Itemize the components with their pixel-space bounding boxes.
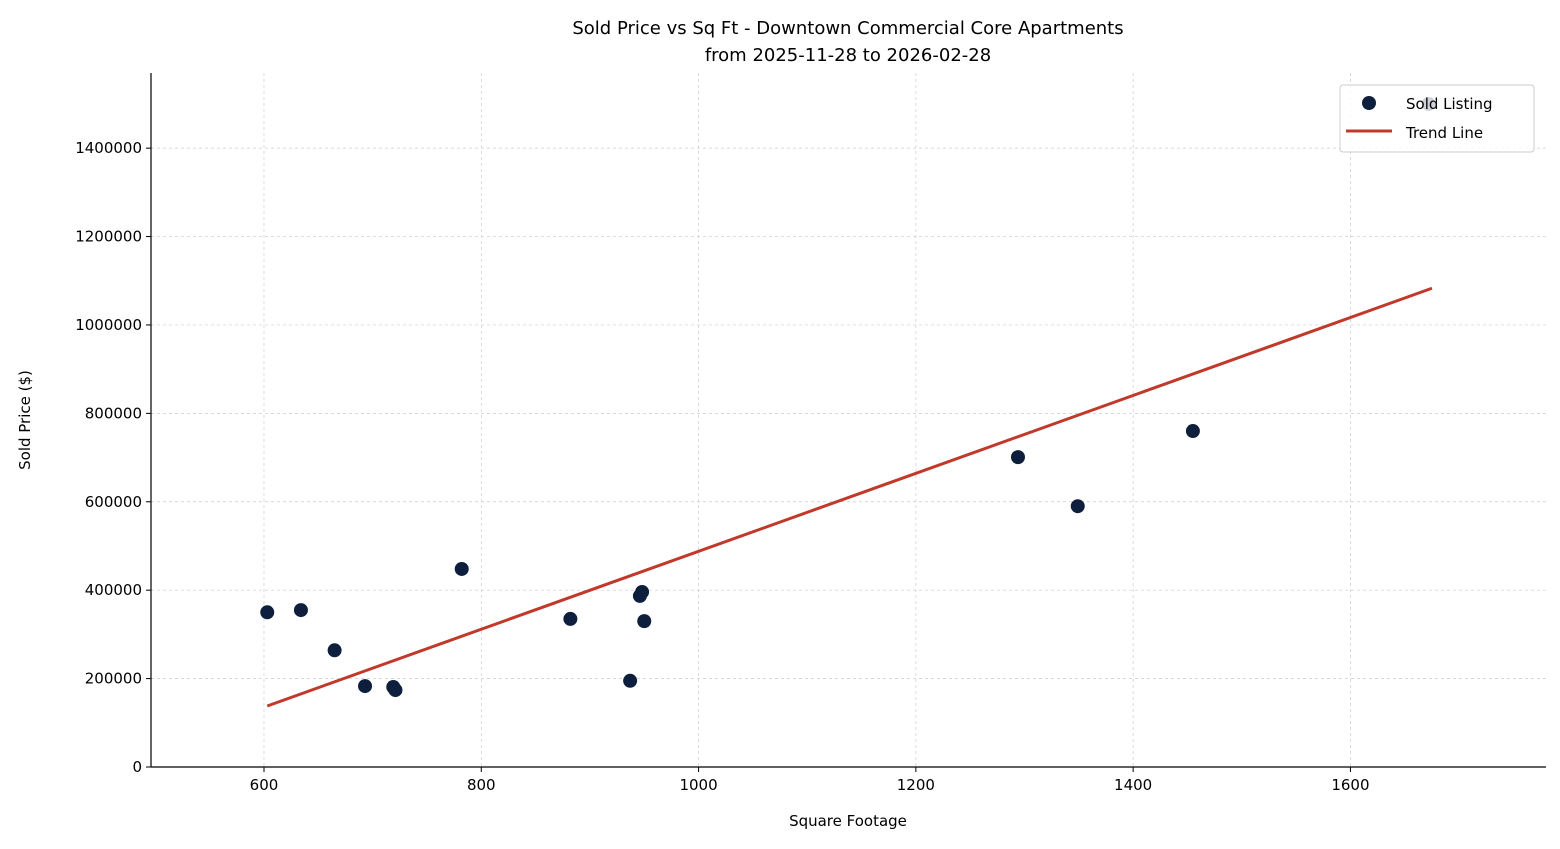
y-axis-label: Sold Price ($) [16,370,34,470]
sold-listing-point [358,679,373,694]
x-axis-label: Square Footage [789,812,907,830]
sold-listing-point [637,614,652,629]
sold-listing-point [1070,499,1085,514]
sold-listing-point [260,605,275,620]
x-tick-label: 800 [467,776,496,794]
legend-label-trend-line: Trend Line [1405,124,1483,142]
y-tick-label: 200000 [85,670,142,688]
y-tick-label: 1400000 [75,139,142,157]
trend-line [266,286,1433,708]
chart-title: Sold Price vs Sq Ft - Downtown Commercia… [572,18,1123,39]
legend-label-sold-listing: Sold Listing [1406,95,1493,113]
ticks: 600 800 1000 1200 1400 1600 0 200000 400000 60000… [75,139,1369,794]
legend-box [1339,84,1535,153]
y-tick-label: 1200000 [75,228,142,246]
y-tick-label: 600000 [85,493,142,511]
y-tick-label: 400000 [85,581,142,599]
chart-subtitle: from 2025-11-28 to 2026-02-28 [705,45,991,66]
x-tick-label: 1200 [897,776,935,794]
x-tick-label: 1400 [1114,776,1152,794]
x-tick-label: 600 [250,776,279,794]
x-tick-label: 1600 [1331,776,1369,794]
sold-listing-point [623,673,638,688]
grid [151,73,1546,768]
y-tick-label: 0 [132,758,142,776]
x-tick-label: 1000 [679,776,717,794]
sold-listing-point [1185,424,1200,439]
sold-listing-point [454,561,469,576]
sold-listing-point [563,611,578,626]
sold-listing-point [327,643,342,658]
marks [260,96,1436,708]
sold-listing-point [388,683,403,698]
sold-listing-point [293,603,308,618]
legend: Sold Listing Trend Line [1339,84,1535,153]
legend-scatter-marker [1362,96,1376,110]
sold-listing-point [635,584,650,599]
y-tick-label: 800000 [85,404,142,422]
y-tick-label: 1000000 [75,316,142,334]
sold-listing-point [1010,450,1025,465]
